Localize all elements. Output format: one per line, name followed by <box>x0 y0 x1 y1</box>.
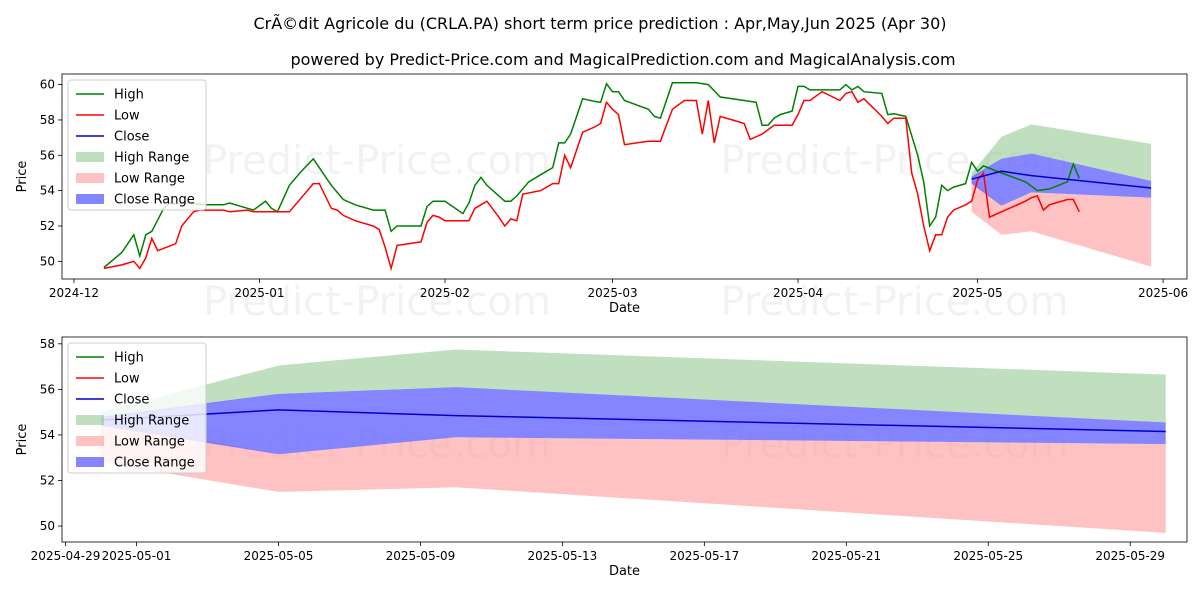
top-y-tick-label: 54 <box>40 184 55 198</box>
top-legend-label-low-range: Low Range <box>114 172 185 187</box>
top-x-tick-label: 2025-01 <box>234 286 284 300</box>
top-close-series-line <box>971 170 1152 189</box>
top-legend-swatch-close-range <box>76 194 104 204</box>
bottom-x-tick-label: 2025-05-21 <box>811 549 881 563</box>
top-x-tick-label: 2025-03 <box>587 286 637 300</box>
top-x-tick-label: 2025-02 <box>420 286 470 300</box>
bottom-close-range-band <box>101 387 1166 455</box>
bottom-low-range-band <box>101 420 1166 533</box>
bottom-y-tick-label: 54 <box>40 428 55 442</box>
bottom-legend-label-high-range: High Range <box>114 414 189 429</box>
bottom-x-axis-label: Date <box>609 564 640 579</box>
bottom-legend-swatch-close-range <box>76 457 104 467</box>
top-y-tick-label: 56 <box>40 148 55 162</box>
top-y-tick-label: 50 <box>40 254 55 268</box>
top-legend-label-high: High <box>114 88 144 103</box>
top-y-axis-label: Price <box>15 161 30 193</box>
top-close-range-band <box>971 153 1152 206</box>
bottom-chart-panel: Predict-Price.comPredict-Price.com2025-0… <box>15 336 1188 579</box>
bottom-data-layer <box>100 349 1166 533</box>
bottom-x-tick-label: 2025-05-05 <box>244 549 314 563</box>
top-x-tick-label: 2025-04 <box>773 286 823 300</box>
bottom-legend-label-close: Close <box>114 393 149 408</box>
top-legend-label-low: Low <box>114 109 140 124</box>
bottom-axes-frame <box>61 336 1188 543</box>
bottom-legend-label-low-range: Low Range <box>114 435 185 450</box>
bottom-x-tick-label: 2025-05-17 <box>669 549 739 563</box>
bottom-legend-swatch-low-range <box>76 436 104 446</box>
top-x-tick-label: 2025-06 <box>1138 286 1188 300</box>
bottom-x-tick-label: 2025-05-01 <box>102 549 172 563</box>
top-y-tick-label: 60 <box>40 78 55 92</box>
top-legend-label-high-range: High Range <box>114 151 189 166</box>
top-legend-swatch-low-range <box>76 173 104 183</box>
bottom-y-tick-label: 50 <box>40 519 55 533</box>
top-axes-frame <box>61 73 1188 280</box>
top-high-series-line <box>103 82 1080 269</box>
bottom-x-tick-label: 2025-05-13 <box>528 549 598 563</box>
top-low-series-line <box>103 90 1080 272</box>
chart-subtitle: powered by Predict-Price.com and Magical… <box>290 50 955 69</box>
top-x-axis-label: Date <box>609 301 640 316</box>
top-high-range-band <box>971 124 1152 181</box>
top-data-layer <box>103 82 1152 272</box>
top-legend-swatch-high-range <box>76 152 104 162</box>
top-y-tick-label: 58 <box>40 113 55 127</box>
bottom-y-tick-label: 52 <box>40 474 55 488</box>
bottom-high-range-band <box>101 349 1166 423</box>
top-x-tick-label: 2025-05 <box>952 286 1002 300</box>
bottom-x-tick-label: 2025-04-29 <box>31 549 101 563</box>
bottom-y-tick-label: 58 <box>40 337 55 351</box>
top-x-tick-label: 2024-12 <box>49 286 99 300</box>
chart-title: CrÃ©dit Agricole du (CRLA.PA) short term… <box>253 14 946 33</box>
bottom-x-tick-label: 2025-05-29 <box>1095 549 1165 563</box>
bottom-legend-label-high: High <box>114 351 144 366</box>
bottom-legend-label-low: Low <box>114 372 140 387</box>
bottom-legend-swatch-high-range <box>76 415 104 425</box>
bottom-y-tick-label: 56 <box>40 382 55 396</box>
top-watermark-low-1: Predict-Price.com <box>203 279 551 325</box>
top-legend-label-close-range: Close Range <box>114 193 195 208</box>
top-legend-label-close: Close <box>114 130 149 145</box>
bottom-x-tick-label: 2025-05-25 <box>953 549 1023 563</box>
top-y-tick-label: 52 <box>40 219 55 233</box>
bottom-x-tick-label: 2025-05-09 <box>386 549 456 563</box>
top-watermark-1: Predict-Price.com <box>203 138 551 184</box>
top-watermark-low-2: Predict-Price.com <box>721 279 1069 325</box>
bottom-legend-label-close-range: Close Range <box>114 456 195 471</box>
bottom-y-axis-label: Price <box>15 424 30 456</box>
top-chart-panel: Predict-Price.com Predict-Price.com Predic… <box>15 73 1188 325</box>
top-low-range-band <box>971 179 1152 267</box>
